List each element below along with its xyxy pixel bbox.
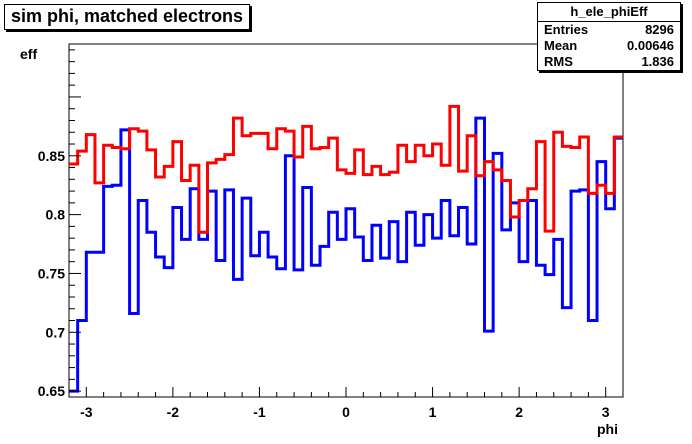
y-axis-label: eff	[20, 46, 38, 62]
y-tick-label: 0.7	[46, 324, 66, 340]
x-tick-label: 0	[342, 404, 350, 420]
stats-label: RMS	[544, 54, 573, 69]
stats-label: Entries	[544, 22, 589, 37]
x-tick-label: -3	[80, 404, 93, 420]
x-tick-label: 1	[429, 404, 437, 420]
x-axis: -3 -2 -1 0 1 2 3	[68, 387, 624, 420]
y-tick-label: 0.85	[38, 148, 65, 164]
stats-title: h_ele_phiEff	[538, 3, 680, 22]
stats-value: 1.836	[641, 54, 674, 69]
chart-title: sim phi, matched electrons	[4, 4, 251, 30]
stats-value: 0.00646	[627, 38, 674, 53]
stats-row-rms: RMS 1.836	[538, 54, 680, 70]
stats-label: Mean	[544, 38, 578, 53]
x-axis-label: phi	[597, 421, 618, 437]
stats-box: h_ele_phiEff Entries 8296 Mean 0.00646 R…	[537, 2, 681, 71]
y-axis: 0.65 0.7 0.75 0.8 0.85	[38, 49, 81, 399]
y-tick-label: 0.65	[38, 383, 65, 399]
x-tick-label: 3	[602, 404, 610, 420]
x-tick-label: -2	[167, 404, 180, 420]
stats-row-entries: Entries 8296	[538, 22, 680, 38]
series-0-line	[69, 116, 623, 393]
series-layer	[69, 104, 623, 393]
x-tick-label: 2	[515, 404, 523, 420]
series-1-line	[69, 104, 623, 234]
y-tick-label: 0.75	[38, 265, 65, 281]
stats-row-mean: Mean 0.00646	[538, 38, 680, 54]
stats-value: 8296	[645, 22, 674, 37]
x-tick-label: -1	[253, 404, 266, 420]
y-tick-label: 0.8	[46, 207, 66, 223]
